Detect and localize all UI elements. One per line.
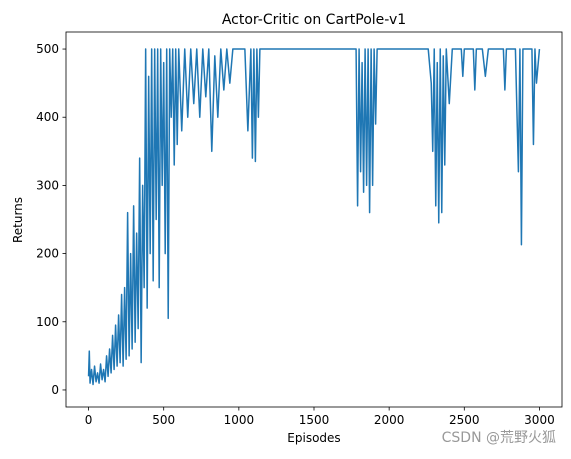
y-axis-label: Returns bbox=[11, 197, 25, 243]
y-tick-label: 100 bbox=[36, 315, 59, 329]
x-tick-label: 0 bbox=[85, 413, 93, 427]
x-tick-label: 3000 bbox=[524, 413, 555, 427]
data-line bbox=[87, 48, 541, 386]
x-tick-label: 2000 bbox=[374, 413, 405, 427]
x-tick-label: 1500 bbox=[299, 413, 330, 427]
chart-title: Actor-Critic on CartPole-v1 bbox=[222, 12, 406, 28]
y-tick-label: 500 bbox=[36, 42, 59, 56]
x-axis-label: Episodes bbox=[287, 431, 340, 445]
x-tick-label: 1000 bbox=[224, 413, 255, 427]
watermark: CSDN @荒野火狐 bbox=[442, 430, 556, 446]
x-tick-label: 2500 bbox=[449, 413, 480, 427]
y-tick-label: 300 bbox=[36, 178, 59, 192]
y-tick-label: 400 bbox=[36, 110, 59, 124]
y-tick-label: 200 bbox=[36, 247, 59, 261]
x-tick-label: 500 bbox=[152, 413, 175, 427]
y-tick-label: 0 bbox=[51, 383, 59, 397]
